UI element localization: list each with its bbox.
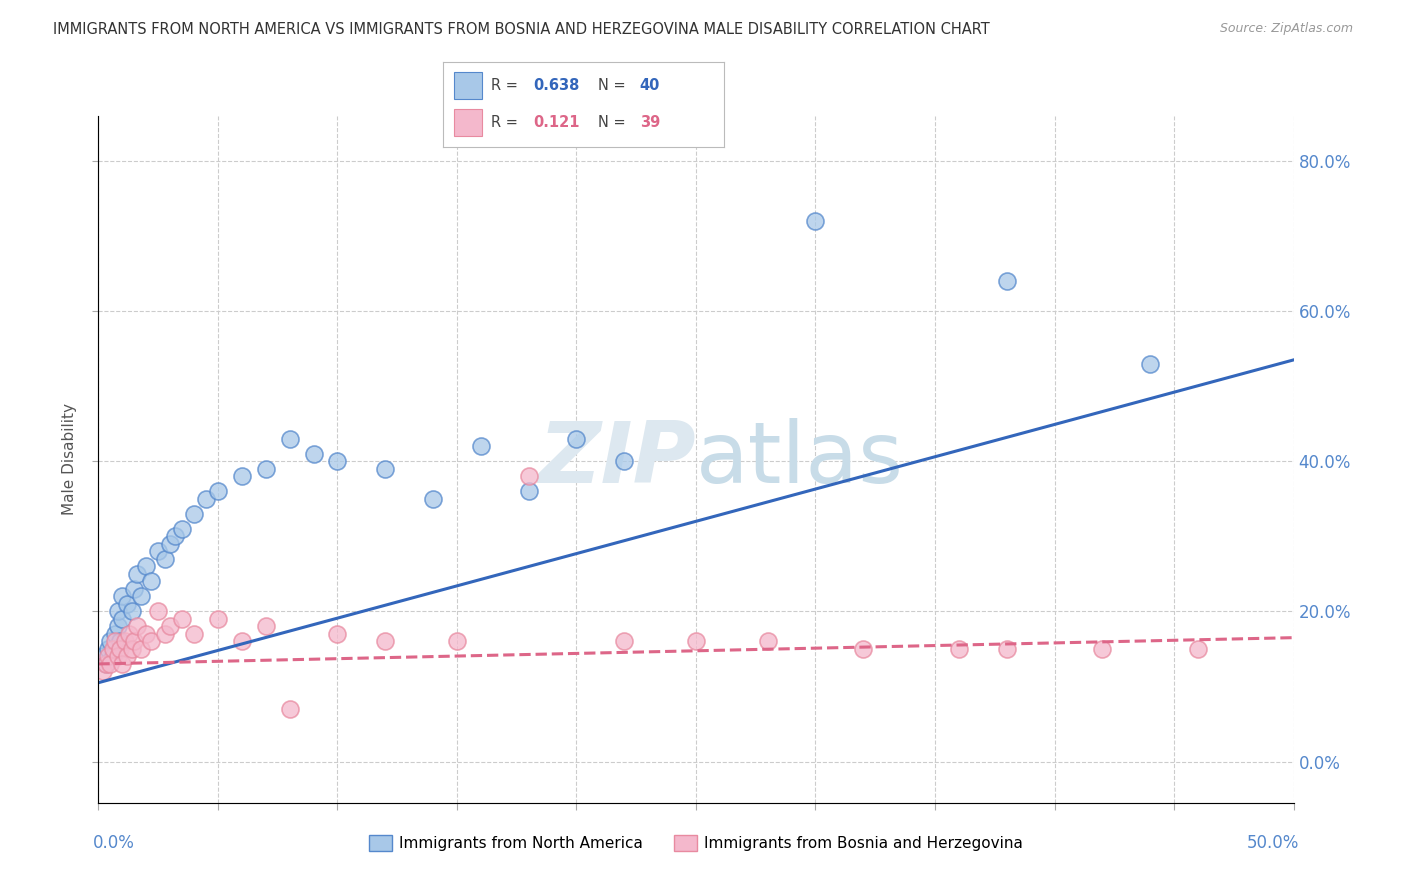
Point bbox=[94, 657, 117, 671]
Text: 0.0%: 0.0% bbox=[93, 834, 135, 852]
Point bbox=[104, 627, 127, 641]
Text: 50.0%: 50.0% bbox=[1247, 834, 1299, 852]
Point bbox=[97, 641, 120, 656]
Bar bbox=[454, 109, 482, 136]
Text: Source: ZipAtlas.com: Source: ZipAtlas.com bbox=[1219, 22, 1353, 36]
Legend: Immigrants from North America, Immigrants from Bosnia and Herzegovina: Immigrants from North America, Immigrant… bbox=[363, 829, 1029, 857]
Point bbox=[159, 619, 181, 633]
Text: IMMIGRANTS FROM NORTH AMERICA VS IMMIGRANTS FROM BOSNIA AND HERZEGOVINA MALE DIS: IMMIGRANTS FROM NORTH AMERICA VS IMMIGRA… bbox=[53, 22, 990, 37]
Text: 0.121: 0.121 bbox=[533, 115, 579, 130]
Point bbox=[98, 657, 122, 671]
Text: R =: R = bbox=[491, 78, 522, 93]
Text: ZIP: ZIP bbox=[538, 417, 696, 501]
Text: N =: N = bbox=[598, 78, 630, 93]
Point bbox=[101, 649, 124, 664]
Point bbox=[613, 454, 636, 468]
Point bbox=[101, 641, 124, 656]
Point bbox=[155, 552, 177, 566]
Point bbox=[114, 634, 136, 648]
Point bbox=[1187, 641, 1209, 656]
Point bbox=[111, 657, 134, 671]
Point bbox=[207, 612, 229, 626]
Text: N =: N = bbox=[598, 115, 630, 130]
Point bbox=[326, 627, 349, 641]
Point bbox=[995, 641, 1018, 656]
Point bbox=[374, 462, 396, 476]
Point bbox=[613, 634, 636, 648]
Point bbox=[115, 597, 138, 611]
Point bbox=[135, 627, 157, 641]
Point bbox=[98, 634, 122, 648]
Point bbox=[111, 590, 134, 604]
Point bbox=[104, 634, 127, 648]
Point bbox=[446, 634, 468, 648]
Point bbox=[302, 447, 325, 461]
Y-axis label: Male Disability: Male Disability bbox=[62, 403, 77, 516]
Point bbox=[159, 537, 181, 551]
Text: atlas: atlas bbox=[696, 417, 904, 501]
Point bbox=[108, 641, 131, 656]
Text: 40: 40 bbox=[640, 78, 659, 93]
Point bbox=[254, 619, 277, 633]
Point bbox=[565, 432, 588, 446]
Point bbox=[124, 634, 146, 648]
Point bbox=[948, 641, 970, 656]
Point bbox=[107, 649, 129, 664]
Point bbox=[148, 544, 170, 558]
Point bbox=[125, 566, 148, 581]
Point bbox=[97, 649, 120, 664]
Point bbox=[183, 507, 205, 521]
Point bbox=[108, 634, 131, 648]
Point bbox=[172, 522, 194, 536]
Point bbox=[422, 491, 444, 506]
Point bbox=[115, 649, 138, 664]
Point bbox=[94, 657, 117, 671]
Point bbox=[172, 612, 194, 626]
Point bbox=[118, 627, 141, 641]
Point bbox=[91, 649, 114, 664]
Point bbox=[121, 641, 143, 656]
Point bbox=[470, 439, 492, 453]
Point bbox=[107, 604, 129, 618]
Point bbox=[125, 619, 148, 633]
Point bbox=[685, 634, 707, 648]
Point bbox=[131, 641, 153, 656]
Point bbox=[163, 529, 186, 543]
Point bbox=[111, 612, 134, 626]
Point bbox=[183, 627, 205, 641]
Point bbox=[278, 432, 301, 446]
Point bbox=[121, 604, 143, 618]
Point bbox=[278, 702, 301, 716]
Text: R =: R = bbox=[491, 115, 522, 130]
Point bbox=[756, 634, 779, 648]
Point bbox=[254, 462, 277, 476]
Point bbox=[995, 274, 1018, 288]
Point bbox=[139, 574, 162, 589]
Point bbox=[155, 627, 177, 641]
Point bbox=[231, 469, 253, 483]
Point bbox=[131, 590, 153, 604]
Point bbox=[231, 634, 253, 648]
Point bbox=[1091, 641, 1114, 656]
Point bbox=[517, 469, 540, 483]
Point bbox=[148, 604, 170, 618]
Point bbox=[517, 484, 540, 499]
Point bbox=[195, 491, 218, 506]
Point bbox=[374, 634, 396, 648]
Point bbox=[326, 454, 349, 468]
Point bbox=[124, 582, 146, 596]
Point bbox=[852, 641, 875, 656]
Point bbox=[91, 665, 114, 679]
Point bbox=[1139, 357, 1161, 371]
Point bbox=[135, 559, 157, 574]
Bar bbox=[454, 71, 482, 99]
Text: 39: 39 bbox=[640, 115, 659, 130]
Point bbox=[207, 484, 229, 499]
Point bbox=[804, 214, 827, 228]
Text: 0.638: 0.638 bbox=[533, 78, 579, 93]
Point bbox=[107, 619, 129, 633]
Point bbox=[139, 634, 162, 648]
